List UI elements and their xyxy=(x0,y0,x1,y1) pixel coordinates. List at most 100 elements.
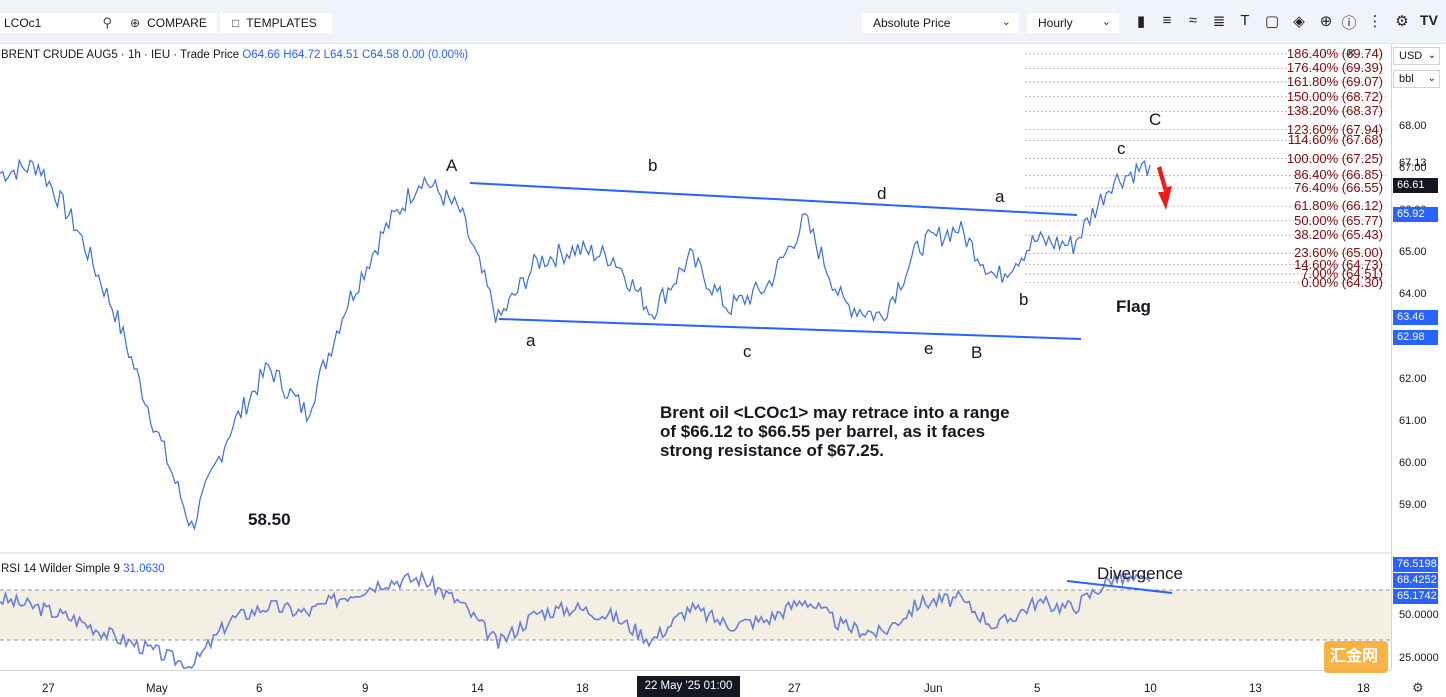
price-tick-label: 67.00 xyxy=(1399,162,1427,175)
open-value: O64.66 xyxy=(242,49,281,61)
templates-label: TEMPLATES xyxy=(246,16,317,30)
divergence-line[interactable] xyxy=(1066,580,1173,594)
zoom-icon[interactable]: ⊕ xyxy=(1319,13,1333,30)
interval-value: Hourly xyxy=(1038,16,1073,30)
fib-tool-icon[interactable]: ≣ xyxy=(1212,13,1226,30)
fib-level-label: 176.40% (69.39) xyxy=(1286,60,1383,76)
watermark-logo: 汇金网 xyxy=(1324,641,1388,673)
channel-lower-line[interactable] xyxy=(498,318,1082,340)
wave-label-a: a xyxy=(995,187,1005,206)
price-tag: 62.98 xyxy=(1393,330,1438,346)
price-tag: 66.61 xyxy=(1393,177,1438,193)
fib-level-label: 7.00% (64.51) xyxy=(1301,265,1383,281)
fib-level-label: 138.20% (68.37) xyxy=(1286,103,1383,119)
down-arrow-icon xyxy=(1157,166,1172,210)
rsi-tick-label: 25.0000 xyxy=(1399,652,1439,665)
text-tool-icon[interactable]: T xyxy=(1240,12,1250,29)
symbol-input[interactable]: LCOc1 ⚲ xyxy=(0,13,118,33)
close-icon[interactable]: ✕ xyxy=(1346,46,1357,60)
price-tick-label: 61.00 xyxy=(1399,414,1427,427)
interval-select[interactable]: Hourly ⌄ xyxy=(1027,13,1119,33)
symbol-text: LCOc1 xyxy=(4,16,42,30)
compare-button[interactable]: ⊕ COMPARE xyxy=(118,13,217,33)
wave-label-A: A xyxy=(446,156,458,175)
rsi-value: 31.0630 xyxy=(123,563,165,575)
fib-level-label: 100.00% (67.25) xyxy=(1286,150,1383,166)
flag-label: Flag xyxy=(1116,297,1151,316)
price-type-select[interactable]: Absolute Price ⌄ xyxy=(862,13,1019,33)
price-tag: 67.13 xyxy=(1399,156,1427,169)
price-tag: 65.92 xyxy=(1393,206,1438,222)
note-line-2: of $66.12 to $66.55 per barrel, as it fa… xyxy=(660,422,986,441)
wave-label-c: c xyxy=(743,342,752,361)
brand-logo: TV xyxy=(1420,12,1438,28)
price-tick-label: 60.00 xyxy=(1399,456,1427,469)
indicators-icon[interactable]: ≡ xyxy=(1162,12,1172,29)
arrow-down-icon[interactable]: ↓ xyxy=(1322,46,1328,60)
price-series-line xyxy=(0,158,1151,531)
instrument-label: BRENT CRUDE AUG5 · 1h · IEU · Trade Pric… xyxy=(1,49,240,61)
fib-level-label: 14.60% (64.73) xyxy=(1294,256,1383,272)
channel-upper-line[interactable] xyxy=(469,182,1078,216)
time-tick-label: 14 xyxy=(471,683,484,695)
chart-legend: BRENT CRUDE AUG5 · 1h · IEU · Trade Pric… xyxy=(1,49,468,61)
time-tick-label: May xyxy=(146,683,168,695)
price-tick-label: 68.00 xyxy=(1399,120,1427,132)
low-value: L64.51 xyxy=(323,49,359,61)
time-tick-label: 5 xyxy=(1034,683,1041,695)
high-value: H64.72 xyxy=(283,49,321,61)
fib-level-label: 0.00% (64.30) xyxy=(1301,274,1383,290)
search-icon[interactable]: ⚲ xyxy=(102,15,112,30)
unit-value: bbl xyxy=(1399,73,1414,85)
price-tick-label: 59.00 xyxy=(1399,498,1427,511)
time-tick-label: 18 xyxy=(576,683,589,695)
note-line-1: Brent oil <LCOc1> may retrace into a ran… xyxy=(660,403,1010,422)
currency-select[interactable]: USD ⌄ xyxy=(1393,47,1440,65)
change-value: 0.00 (0.00%) xyxy=(402,49,469,61)
folder-icon: □ xyxy=(232,16,240,30)
low-price-label: 58.50 xyxy=(248,510,291,529)
trend-line-icon[interactable]: ≈ xyxy=(1188,12,1198,29)
time-tick-label: 27 xyxy=(788,683,801,695)
pattern-tool-icon[interactable]: ◈ xyxy=(1293,13,1305,30)
price-tick-label: 64.00 xyxy=(1399,288,1427,301)
time-cursor-label: 22 May '25 01:00 xyxy=(637,676,740,697)
close-value: C64.58 xyxy=(361,49,400,61)
currency-value: USD xyxy=(1399,50,1423,62)
wave-label-a: a xyxy=(526,331,536,350)
wave-label-C: C xyxy=(1149,110,1162,129)
candles-icon[interactable]: ▮ xyxy=(1136,13,1146,30)
rsi-legend: RSI 14 Wilder Simple 9 31.0630 xyxy=(1,563,165,575)
price-tick-label: 65.00 xyxy=(1399,246,1427,259)
fib-level-label: 114.60% (67.68) xyxy=(1287,132,1383,148)
analysis-note: Brent oil <LCOc1> may retrace into a ran… xyxy=(660,403,1080,460)
time-tick-label: 10 xyxy=(1144,683,1157,695)
wave-label-e: e xyxy=(924,339,934,358)
templates-button[interactable]: □ TEMPLATES xyxy=(220,13,332,33)
gear-icon[interactable]: ⚙ xyxy=(1412,680,1424,695)
rsi-tag: 76.5198 xyxy=(1393,557,1438,572)
fib-level-label: 61.80% (66.12) xyxy=(1294,198,1383,214)
chevron-down-icon: ⌄ xyxy=(1101,16,1111,28)
more-icon[interactable]: ⋮ xyxy=(1367,13,1383,30)
top-toolbar: LCOc1 ⚲ ⊕ COMPARE □ TEMPLATES Absolute P… xyxy=(0,0,1446,44)
unit-select[interactable]: bbl ⌄ xyxy=(1393,70,1440,88)
shape-tool-icon[interactable]: ▢ xyxy=(1264,13,1280,30)
fib-level-label: 123.60% (67.94) xyxy=(1286,121,1383,137)
divergence-label: Divergence xyxy=(1097,564,1183,583)
fib-level-label: 50.00% (65.77) xyxy=(1294,212,1383,228)
time-tick-label: 9 xyxy=(362,683,369,695)
info-icon[interactable]: ⓘ xyxy=(1341,15,1357,32)
compare-label: COMPARE xyxy=(147,16,207,30)
price-type-value: Absolute Price xyxy=(873,16,951,30)
fib-level-label: 186.40% (69.74) xyxy=(1286,45,1383,61)
rsi-label: RSI 14 Wilder Simple 9 xyxy=(1,563,120,575)
fib-level-label: 161.80% (69.07) xyxy=(1286,73,1383,89)
wave-label-d: d xyxy=(877,184,887,203)
price-tick-label: 62.00 xyxy=(1399,372,1427,385)
rsi-tick-label: 50.0000 xyxy=(1399,609,1439,622)
settings-icon[interactable]: ⚙ xyxy=(1395,13,1409,30)
plus-circle-icon: ⊕ xyxy=(130,16,141,30)
wave-label-b: b xyxy=(1019,290,1029,309)
